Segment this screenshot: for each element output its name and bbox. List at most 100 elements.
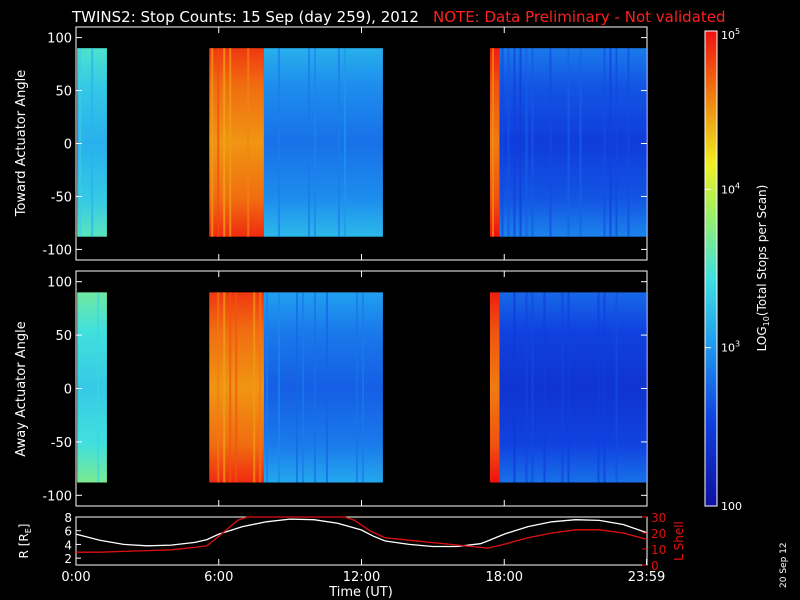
toward-heatmap-streak [603, 48, 606, 237]
toward-heatmap-streak [223, 48, 226, 237]
colorbar-tick-label: 104 [721, 181, 740, 196]
away-heatmap-streak [567, 292, 570, 483]
toward-heatmap-streak [615, 48, 618, 237]
toward-heatmap-segment [489, 48, 500, 237]
away-heatmap-marks [77, 292, 647, 483]
away-panel: -100 -50 0 50 100 Away Actuator Angle [14, 270, 648, 507]
toward-panel: -100 -50 0 50 100 Toward Actuator Angle [14, 26, 648, 261]
away-heatmap-streak [561, 292, 564, 483]
away-heatmap-segment [499, 292, 647, 483]
toward-heatmap-streak [91, 48, 94, 237]
away-heatmap-streak [235, 292, 238, 483]
toward-heatmap-segment [263, 48, 383, 237]
toward-heatmap-streak [501, 48, 504, 237]
toward-heatmap-streak [79, 48, 82, 237]
away-y-tick-label: -100 [42, 489, 72, 504]
colorbar-tick-label: 105 [721, 27, 740, 42]
toward-heatmap-streak [627, 48, 630, 237]
away-heatmap-streak [597, 292, 600, 483]
toward-y-axis-label: Toward Actuator Angle [14, 70, 29, 217]
away-heatmap-streak [295, 292, 298, 483]
lshell-y-tick-label: 20 [651, 527, 666, 541]
ephemeris-lines [75, 516, 648, 553]
toward-heatmap-streak [507, 48, 510, 237]
toward-heatmap-streak [211, 48, 214, 237]
away-heatmap-streak [265, 292, 268, 483]
toward-heatmap-streak [229, 48, 232, 237]
away-heatmap-streak [97, 292, 100, 483]
lshell-line [76, 516, 648, 553]
away-heatmap-streak [603, 292, 606, 483]
r-y-tick-label: 2 [64, 552, 72, 566]
lshell-y-tick-label: 30 [651, 511, 666, 525]
time-x-tick-label: 0:00 [61, 570, 90, 585]
r-y-tick-label: 8 [64, 511, 72, 525]
toward-heatmap-streak [491, 48, 494, 237]
away-heatmap-streak [277, 292, 280, 483]
away-heatmap-streak [325, 292, 328, 483]
away-heatmap-streak [301, 292, 304, 483]
toward-y-tick-label: 50 [55, 85, 72, 100]
away-heatmap-streak [543, 292, 546, 483]
colorbar-ticks: 100 103 104 105 [705, 27, 742, 513]
toward-heatmap-streak [567, 48, 570, 237]
away-y-axis-label: Away Actuator Angle [14, 321, 29, 456]
away-heatmap-streak [361, 292, 364, 483]
away-y-tick-label: 100 [47, 276, 72, 291]
away-heatmap-segment [77, 292, 107, 483]
toward-y-tick-label: -100 [42, 243, 72, 258]
toward-heatmap-streak [525, 48, 528, 237]
r-axis-label: R [RE] [17, 524, 33, 559]
lshell-y-tick-label: 0 [651, 559, 659, 573]
toward-heatmap-streak [247, 48, 250, 237]
colorbar-gradient [704, 30, 718, 507]
away-y-tick-label: -50 [51, 436, 72, 451]
away-heatmap-segment [263, 292, 383, 483]
toward-y-tick-label: -50 [51, 190, 72, 205]
toward-heatmap-streak [531, 48, 534, 237]
r-y-tick-label: 6 [64, 525, 72, 539]
time-x-tick-label: 6:00 [204, 570, 233, 585]
colorbar-tick-label: 103 [721, 340, 740, 355]
away-heatmap-streak [223, 292, 226, 483]
toward-heatmap-streak [519, 48, 522, 237]
toward-heatmap-streak [337, 48, 340, 237]
toward-heatmap-segment [499, 48, 647, 237]
toward-heatmap-streak [549, 48, 552, 237]
away-heatmap-streak [615, 292, 618, 483]
away-heatmap-segment [489, 292, 500, 483]
toward-heatmap-streak [513, 48, 516, 237]
toward-heatmap-streak [217, 48, 220, 237]
away-heatmap-streak [525, 292, 528, 483]
toward-heatmap-marks [77, 48, 647, 237]
time-x-tick-label: 23:59 [628, 570, 665, 585]
away-heatmap-streak [531, 292, 534, 483]
time-axis-label: Time (UT) [328, 585, 393, 600]
r-distance-line [75, 518, 648, 548]
toward-heatmap-streak [307, 48, 310, 237]
preliminary-note: NOTE: Data Preliminary - Not validated [433, 8, 726, 26]
away-heatmap-streak [217, 292, 220, 483]
away-heatmap-streak [253, 292, 256, 483]
toward-heatmap-streak [343, 48, 346, 237]
away-y-tick-label: 50 [55, 329, 72, 344]
toward-heatmap-streak [313, 48, 316, 237]
away-heatmap-streak [513, 292, 516, 483]
lshell-y-tick-label: 10 [651, 543, 666, 557]
colorbar-tick-label: 100 [721, 500, 742, 513]
away-y-ticks: -100 -50 0 50 100 [42, 271, 648, 506]
ephemeris-frame [75, 516, 648, 566]
away-heatmap-streak [259, 292, 262, 483]
chart-title: TWINS2: Stop Counts: 15 Sep (day 259), 2… [71, 8, 419, 26]
toward-y-tick-label: 100 [47, 32, 72, 47]
colorbar: 100 103 104 105 LOG10(Total Stops per Scan) [704, 27, 771, 513]
toward-heatmap-streak [277, 48, 280, 237]
date-stamp: 20 Sep 12 [779, 542, 789, 588]
toward-y-ticks: -100 -50 0 50 100 [42, 27, 648, 260]
toward-heatmap-streak [609, 48, 612, 237]
away-heatmap-streak [229, 292, 232, 483]
toward-y-tick-label: 0 [64, 138, 72, 153]
